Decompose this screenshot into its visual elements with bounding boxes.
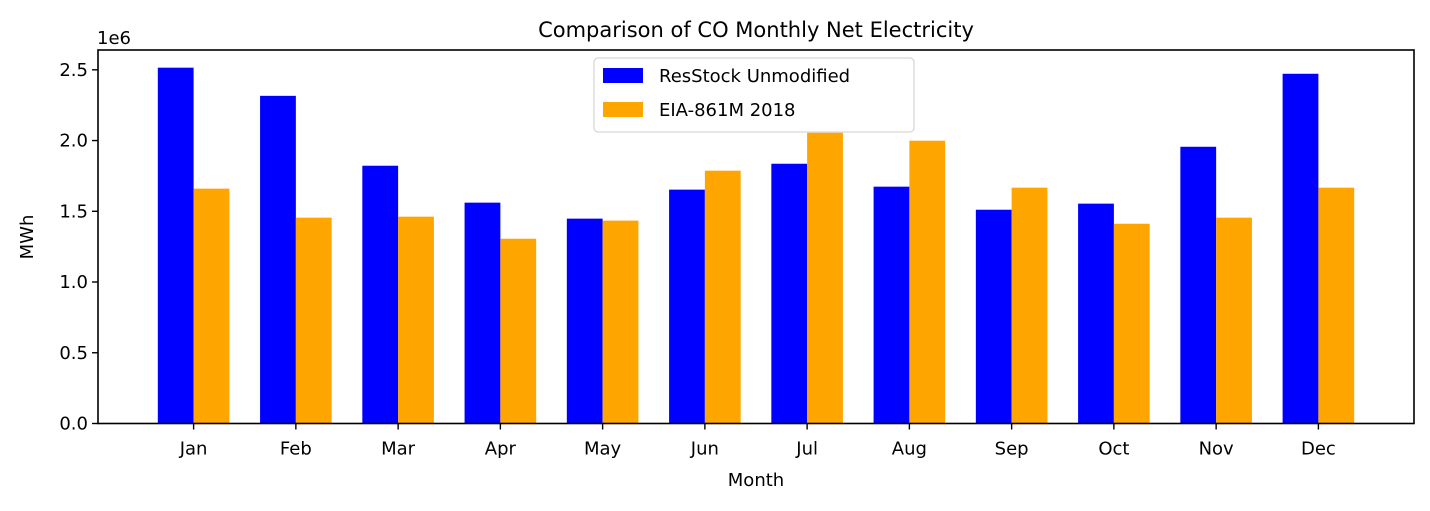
- x-tick-label: Aug: [892, 439, 927, 460]
- bar-resstock-mar: [362, 165, 399, 424]
- legend-label: ResStock Unmodified: [659, 66, 850, 87]
- bar-eia-jul: [807, 132, 843, 424]
- x-tick-label: Nov: [1199, 439, 1234, 460]
- bar-resstock-aug: [873, 186, 910, 424]
- bar-resstock-may: [566, 218, 603, 424]
- bar-eia-sep: [1011, 187, 1048, 424]
- y-tick-label: 2.0: [59, 131, 88, 152]
- y-tick-label: 0.0: [59, 414, 88, 435]
- bar-eia-nov: [1216, 217, 1252, 424]
- legend-swatch: [603, 102, 643, 117]
- x-tick-label: Feb: [280, 439, 312, 460]
- chart-title: Comparison of CO Monthly Net Electricity: [538, 18, 974, 42]
- bar-resstock-apr: [464, 202, 501, 424]
- x-tick-label: May: [584, 439, 622, 460]
- legend-label: EIA-861M 2018: [659, 100, 796, 121]
- plot-frame: [97, 49, 1415, 425]
- legend: ResStock Unmodified EIA-861M 2018: [593, 57, 915, 133]
- bar-resstock-sep: [975, 209, 1012, 424]
- bar-eia-may: [602, 220, 639, 424]
- y-tick-label: 1.0: [59, 272, 88, 293]
- bar-resstock-feb: [260, 95, 296, 424]
- bar-eia-oct: [1113, 223, 1150, 424]
- bar-resstock-jun: [669, 189, 705, 424]
- bar-eia-feb: [295, 217, 332, 424]
- bar-resstock-nov: [1180, 146, 1217, 424]
- y-scale-label: 1e6: [97, 28, 131, 49]
- bar-resstock-oct: [1078, 203, 1114, 424]
- x-tick-label: Apr: [485, 439, 517, 460]
- bar-eia-dec: [1318, 187, 1355, 424]
- x-tick-label: Oct: [1098, 439, 1129, 460]
- legend-swatch: [603, 68, 643, 83]
- bar-eia-apr: [500, 238, 537, 424]
- x-tick-label: Mar: [381, 439, 416, 460]
- y-tick-label: 1.5: [59, 201, 88, 222]
- bar-resstock-jan: [157, 67, 194, 424]
- y-axis-label: MWh: [17, 215, 38, 260]
- bar-resstock-dec: [1282, 73, 1319, 424]
- x-tick-label: Sep: [995, 439, 1029, 460]
- x-axis-label: Month: [728, 470, 784, 491]
- bar-resstock-jul: [771, 163, 808, 424]
- bar-eia-aug: [909, 140, 946, 424]
- x-tick-label: Jan: [179, 439, 208, 460]
- x-tick-label: Jul: [795, 439, 818, 460]
- x-tick-label: Dec: [1301, 439, 1336, 460]
- bar-eia-jun: [704, 170, 741, 424]
- y-tick-label: 0.5: [59, 343, 88, 364]
- bar-eia-jan: [193, 188, 230, 424]
- bar-eia-mar: [398, 216, 434, 424]
- x-tick-label: Jun: [690, 439, 719, 460]
- y-tick-label: 2.5: [59, 60, 88, 81]
- legend-box: [593, 57, 915, 133]
